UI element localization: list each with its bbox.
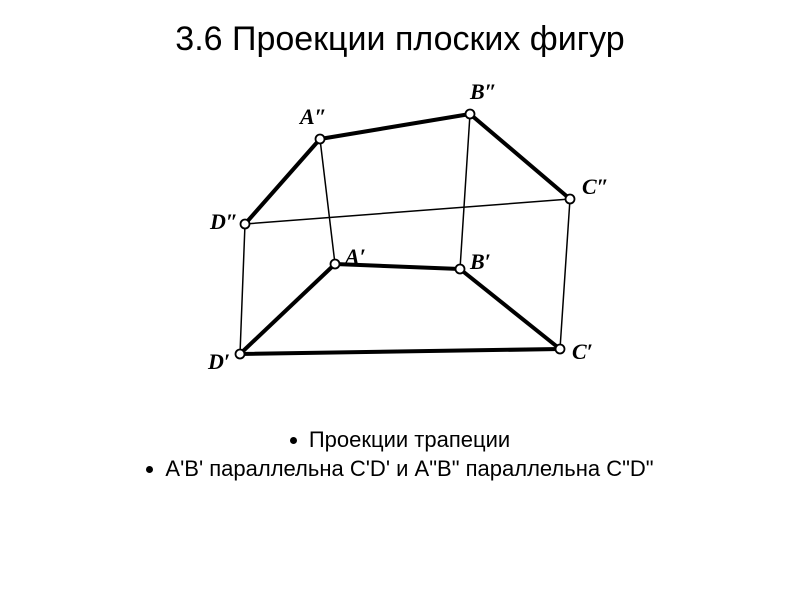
bullet-icon bbox=[290, 437, 297, 444]
label-D2: D″ bbox=[209, 209, 238, 234]
subtitle-text: Проекции трапеции bbox=[309, 427, 510, 453]
node-C1 bbox=[556, 345, 565, 354]
node-B1 bbox=[456, 265, 465, 274]
label-A2: A″ bbox=[298, 104, 327, 129]
label-A1: A′ bbox=[343, 244, 366, 269]
diagram-svg: A″ B″ C″ D″ A′ B′ C′ D′ bbox=[150, 69, 650, 409]
node-C2 bbox=[566, 195, 575, 204]
node-B2 bbox=[466, 110, 475, 119]
node-D1 bbox=[236, 350, 245, 359]
subtitle-line: Проекции трапеции bbox=[146, 427, 653, 453]
label-C2: C″ bbox=[582, 174, 609, 199]
caption-line: A'B' параллельна C'D' и A"B" параллельна… bbox=[146, 456, 653, 482]
label-D1: D′ bbox=[207, 349, 230, 374]
node-A2 bbox=[316, 135, 325, 144]
projection-diagram: A″ B″ C″ D″ A′ B′ C′ D′ bbox=[150, 69, 650, 409]
label-B2: B″ bbox=[469, 79, 497, 104]
label-C1: C′ bbox=[572, 339, 593, 364]
node-A1 bbox=[331, 260, 340, 269]
node-D2 bbox=[241, 220, 250, 229]
bullet-icon bbox=[146, 466, 153, 473]
page-title: 3.6 Проекции плоских фигур bbox=[175, 20, 624, 59]
caption-block: Проекции трапеции A'B' параллельна C'D' … bbox=[146, 424, 653, 485]
label-B1: B′ bbox=[469, 249, 491, 274]
caption-text: A'B' параллельна C'D' и A"B" параллельна… bbox=[165, 456, 653, 482]
